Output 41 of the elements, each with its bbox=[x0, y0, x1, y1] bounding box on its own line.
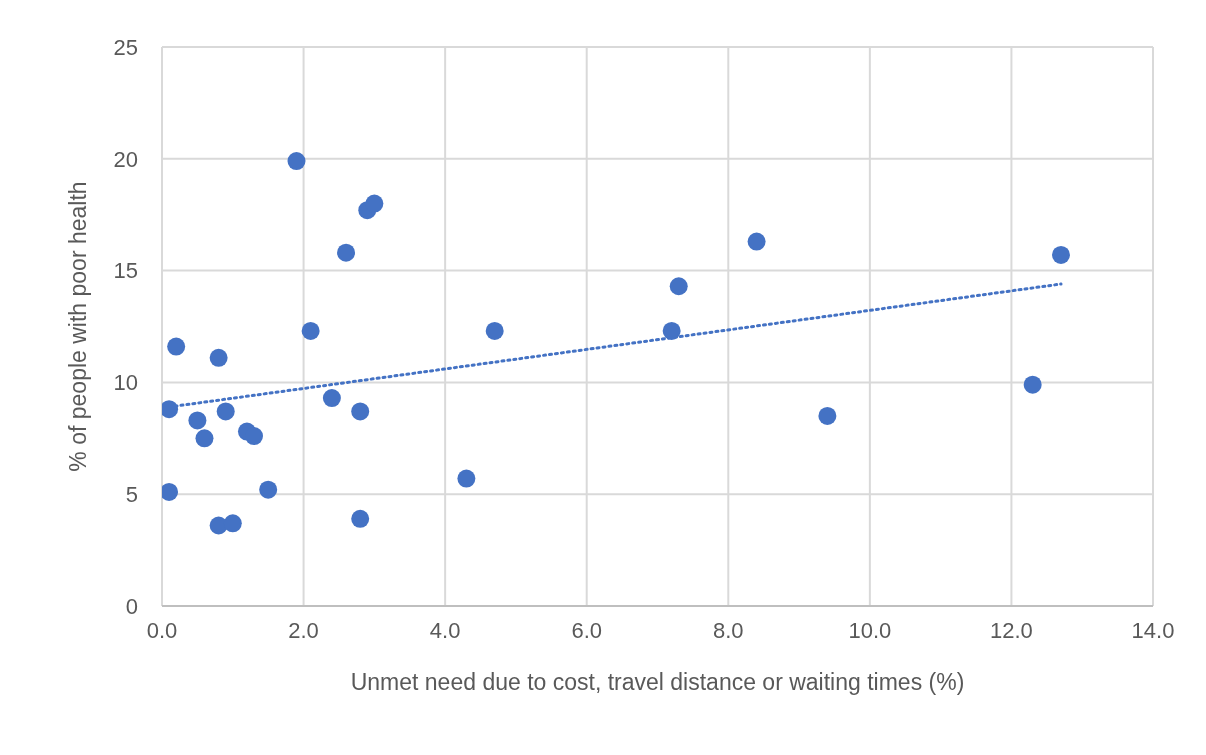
point bbox=[365, 194, 384, 213]
y-tick-label: 0 bbox=[125, 593, 138, 619]
point bbox=[457, 469, 476, 488]
point bbox=[747, 232, 766, 251]
point bbox=[216, 402, 235, 421]
x-tick-label: 6.0 bbox=[571, 617, 603, 643]
x-tick-label: 12.0 bbox=[990, 617, 1033, 643]
y-tick-label: 5 bbox=[125, 482, 138, 508]
x-tick-label: 4.0 bbox=[429, 617, 461, 643]
point bbox=[259, 480, 278, 499]
point bbox=[351, 509, 370, 528]
y-tick-label: 20 bbox=[113, 146, 138, 172]
point bbox=[287, 152, 306, 171]
x-tick-label: 8.0 bbox=[712, 617, 744, 643]
x-tick-label: 0.0 bbox=[146, 617, 178, 643]
point bbox=[1023, 375, 1042, 394]
x-axis-title: Unmet need due to cost, travel distance or waiting times (%) bbox=[350, 669, 965, 695]
point bbox=[818, 406, 837, 425]
point bbox=[162, 400, 179, 419]
point bbox=[223, 514, 242, 533]
point bbox=[351, 402, 370, 421]
y-tick-label: 25 bbox=[113, 34, 138, 60]
point bbox=[337, 243, 356, 262]
point bbox=[669, 277, 688, 296]
point bbox=[167, 337, 186, 356]
point bbox=[1051, 245, 1070, 264]
point bbox=[188, 411, 207, 430]
point bbox=[245, 427, 264, 446]
x-tick-label: 10.0 bbox=[848, 617, 892, 643]
x-tick-label: 2.0 bbox=[288, 617, 319, 643]
point bbox=[662, 321, 681, 340]
point bbox=[301, 321, 320, 340]
point bbox=[162, 482, 179, 501]
point bbox=[485, 321, 504, 340]
point bbox=[195, 429, 214, 448]
x-tick-label: 14.0 bbox=[1131, 617, 1175, 643]
point bbox=[209, 348, 228, 367]
y-axis-title: % of people with poor health bbox=[65, 181, 92, 472]
point bbox=[322, 389, 341, 408]
y-tick-label: 15 bbox=[113, 258, 138, 284]
y-tick-label: 10 bbox=[113, 370, 138, 396]
